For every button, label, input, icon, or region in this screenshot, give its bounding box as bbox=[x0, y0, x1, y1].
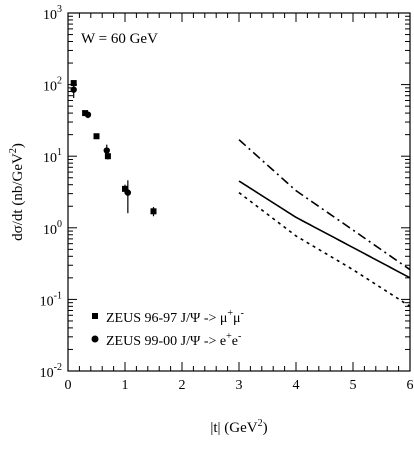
x-axis-label-end: ) bbox=[263, 420, 268, 436]
legend-entry-zeus-99-00: ZEUS 99-00 J/Ψ -> e+e- bbox=[106, 331, 241, 349]
data-point-circle bbox=[84, 111, 92, 118]
x-tick-label: 2 bbox=[179, 378, 186, 393]
legend-text-0b: μ bbox=[233, 311, 241, 326]
legend-sup-1a: + bbox=[226, 331, 232, 342]
data-point-square bbox=[93, 133, 100, 140]
data-point-square bbox=[82, 110, 89, 117]
legend-marker-circle bbox=[91, 335, 99, 343]
y-axis-label-main: dσ/dt (nb/GeV bbox=[10, 153, 26, 241]
legend-sup-0a: + bbox=[227, 308, 233, 319]
data-point-square bbox=[150, 208, 157, 215]
model-curves bbox=[238, 139, 411, 308]
curve-solid bbox=[238, 180, 411, 279]
x-axis-label-sup: 2 bbox=[258, 418, 263, 429]
y-tick-label: 103 bbox=[43, 4, 62, 23]
legend-sup-0b: - bbox=[241, 308, 244, 319]
x-tick-label: 0 bbox=[65, 378, 72, 393]
axis-ticks: 0 1 2 3 4 5 6 10-2 10-1 100 101 102 103 bbox=[40, 4, 414, 393]
legend-sup-1b: - bbox=[238, 331, 241, 342]
y-axis-label-end: ) bbox=[10, 143, 26, 148]
y-tick-label: 100 bbox=[43, 219, 62, 238]
data-point-circle bbox=[70, 86, 77, 93]
legend-text-0a: ZEUS 96-97 J/Ψ -> μ bbox=[106, 311, 227, 326]
legend-text-1b: e bbox=[232, 334, 238, 349]
legend: ZEUS 96-97 J/Ψ -> μ+μ- ZEUS 99-00 J/Ψ ->… bbox=[91, 308, 244, 349]
data-points bbox=[70, 80, 157, 217]
x-tick-label: 5 bbox=[350, 378, 357, 393]
y-axis-label: dσ/dt (nb/GeV2) bbox=[8, 143, 26, 241]
curve-dotted bbox=[238, 191, 411, 308]
legend-text-1a: ZEUS 99-00 J/Ψ -> e bbox=[106, 334, 226, 349]
data-point-square bbox=[104, 153, 111, 160]
x-tick-label: 4 bbox=[293, 378, 300, 393]
data-point-circle bbox=[103, 147, 110, 154]
y-tick-label: 10-1 bbox=[40, 290, 62, 309]
x-axis-label: |t| (GeV2) bbox=[210, 418, 267, 436]
x-axis-label-main: |t| (GeV bbox=[210, 420, 257, 436]
curve-dashdot bbox=[238, 139, 411, 271]
y-axis-label-sup: 2 bbox=[8, 148, 19, 153]
data-point-circle bbox=[124, 189, 132, 196]
legend-marker-square bbox=[92, 313, 98, 319]
x-tick-label: 6 bbox=[407, 378, 414, 393]
energy-annotation: W = 60 GeV bbox=[81, 31, 158, 47]
legend-entry-zeus-96-97: ZEUS 96-97 J/Ψ -> μ+μ- bbox=[106, 308, 244, 326]
x-tick-label: 1 bbox=[122, 378, 129, 393]
y-tick-label: 102 bbox=[43, 76, 62, 95]
y-tick-label: 101 bbox=[43, 147, 62, 166]
data-point-square bbox=[122, 185, 128, 192]
x-tick-label: 3 bbox=[236, 378, 243, 393]
y-tick-label: 10-2 bbox=[40, 362, 62, 381]
